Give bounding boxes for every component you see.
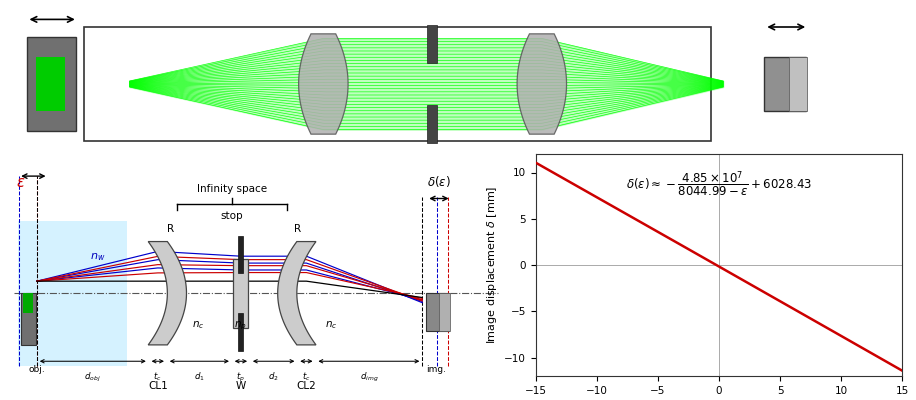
Text: $n_c$: $n_c$ [191, 320, 204, 332]
Text: $t_p$: $t_p$ [236, 371, 245, 384]
Text: CL1: CL1 [147, 381, 168, 391]
Bar [238, 313, 244, 351]
Bar [234, 259, 248, 328]
Text: $\delta(\epsilon) \approx -\dfrac{4.85 \times 10^7}{8044.99 - \epsilon} + 6028.4: $\delta(\epsilon) \approx -\dfrac{4.85 \… [626, 170, 812, 199]
Bar [238, 236, 244, 274]
Bar [23, 293, 33, 313]
Bar [18, 221, 126, 366]
Polygon shape [299, 34, 348, 134]
Text: $t_c$: $t_c$ [154, 371, 162, 383]
Bar [764, 58, 806, 111]
Bar [427, 25, 437, 63]
Bar [21, 293, 36, 345]
Text: $t_c$: $t_c$ [302, 371, 311, 383]
Text: W: W [235, 381, 246, 391]
Text: $n_w$: $n_w$ [90, 251, 105, 262]
Bar [84, 27, 711, 141]
Text: $d_{img}$: $d_{img}$ [360, 371, 378, 384]
Text: $n_p$: $n_p$ [234, 320, 247, 332]
Text: obj.: obj. [28, 366, 45, 374]
Text: $\delta(\epsilon)$: $\delta(\epsilon)$ [427, 174, 451, 190]
Bar [426, 293, 449, 331]
Y-axis label: Image displacement $\delta$ [mm]: Image displacement $\delta$ [mm] [485, 186, 498, 344]
Text: $d_2$: $d_2$ [268, 371, 279, 383]
Text: img.: img. [426, 366, 446, 374]
Bar [439, 293, 450, 331]
Polygon shape [148, 242, 187, 345]
Bar [37, 58, 65, 111]
Text: Infinity space: Infinity space [197, 184, 267, 194]
Text: $d_1$: $d_1$ [194, 371, 204, 383]
Polygon shape [518, 34, 566, 134]
Polygon shape [278, 242, 316, 345]
Bar [427, 105, 437, 143]
Text: $n_c$: $n_c$ [325, 320, 338, 332]
Text: $\epsilon$: $\epsilon$ [16, 175, 25, 190]
Text: stop: stop [221, 211, 244, 221]
Text: R: R [167, 224, 174, 234]
Text: CL2: CL2 [297, 381, 316, 391]
Bar [27, 37, 76, 131]
Text: $d_{obj}$: $d_{obj}$ [84, 371, 101, 384]
Text: R: R [294, 224, 300, 234]
Bar [790, 58, 807, 111]
